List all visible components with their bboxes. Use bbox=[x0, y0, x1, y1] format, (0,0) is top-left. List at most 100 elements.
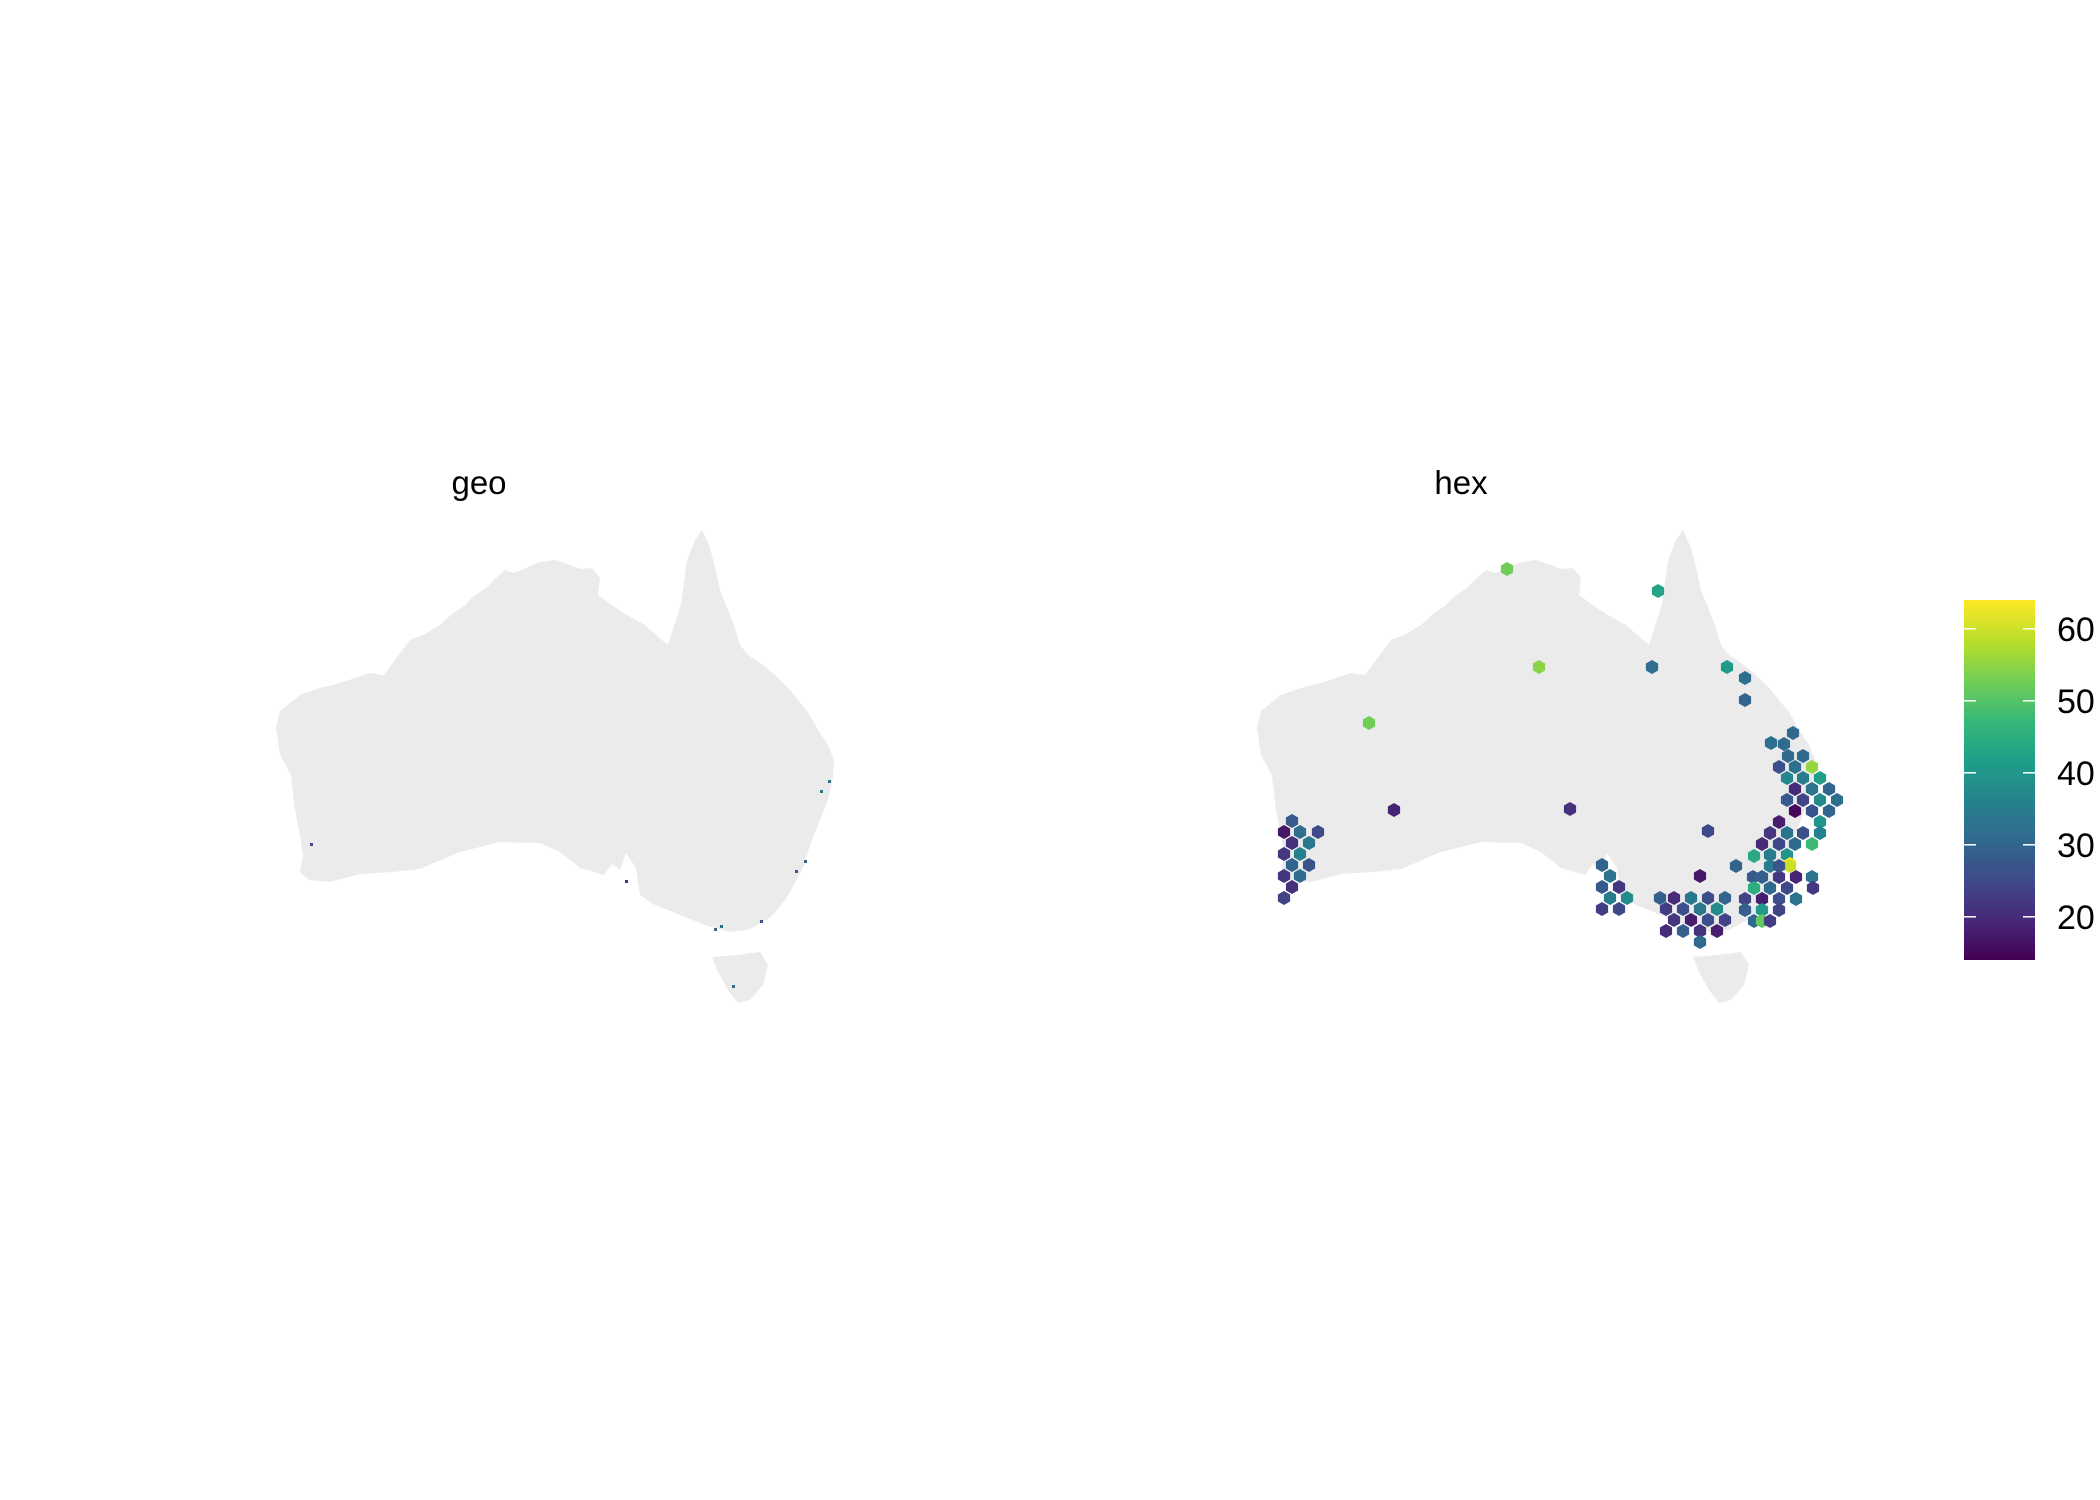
hex-cell bbox=[1620, 891, 1634, 905]
hex-cell bbox=[1780, 826, 1794, 840]
hex-cell bbox=[1653, 891, 1667, 905]
hex-cell bbox=[1805, 760, 1819, 774]
colorbar bbox=[1964, 600, 2035, 960]
colorbar-tick-label: 50 bbox=[2057, 683, 2095, 721]
hex-cell bbox=[1780, 881, 1794, 895]
geo-cell bbox=[732, 985, 735, 988]
hex-cell bbox=[1595, 858, 1609, 872]
hex-panel-title: hex bbox=[1434, 464, 1488, 501]
geo-cell bbox=[804, 860, 807, 863]
hex-cell bbox=[1763, 848, 1777, 862]
hex-cell bbox=[1676, 924, 1690, 938]
hex-cell bbox=[1788, 782, 1802, 796]
hex-cell bbox=[1772, 870, 1786, 884]
hex-cell bbox=[1738, 892, 1752, 906]
hex-cell bbox=[1822, 804, 1836, 818]
hex-cell bbox=[1788, 804, 1802, 818]
hex-cell bbox=[1788, 760, 1802, 774]
hex-cell bbox=[1612, 902, 1626, 916]
hex-cell bbox=[1667, 891, 1681, 905]
hex-cell bbox=[1788, 837, 1802, 851]
australia-landmass bbox=[276, 530, 834, 932]
hex-cell bbox=[1780, 793, 1794, 807]
hex-cell bbox=[1659, 902, 1673, 916]
hex-map bbox=[1257, 530, 1815, 1003]
hex-cell bbox=[1755, 870, 1769, 884]
tasmania-landmass bbox=[712, 952, 768, 1003]
hex-cell bbox=[1755, 837, 1769, 851]
hex-cell bbox=[1738, 671, 1752, 685]
hex-cell bbox=[1813, 815, 1827, 829]
hex-cell bbox=[1302, 836, 1316, 850]
hex-cell bbox=[1755, 892, 1769, 906]
hex-cell bbox=[1805, 870, 1819, 884]
hex-cell bbox=[1805, 804, 1819, 818]
geo-cell bbox=[795, 870, 798, 873]
hex-cell bbox=[1772, 815, 1786, 829]
hex-cell bbox=[1311, 825, 1325, 839]
hex-cell bbox=[1701, 913, 1715, 927]
hex-cell bbox=[1747, 849, 1761, 863]
hex-cell bbox=[1285, 814, 1299, 828]
hex-cell bbox=[1763, 914, 1777, 928]
hex-cell bbox=[1830, 793, 1844, 807]
hex-cell bbox=[1796, 749, 1810, 763]
hex-cell bbox=[1293, 847, 1307, 861]
hex-cell bbox=[1720, 660, 1734, 674]
hex-cell bbox=[1738, 693, 1752, 707]
hex-cell bbox=[1285, 836, 1299, 850]
hex-cell bbox=[1718, 913, 1732, 927]
hex-cell bbox=[1285, 858, 1299, 872]
hex-cell bbox=[1789, 870, 1803, 884]
colorbar-ticks: 20 30 40 50 60 bbox=[1964, 611, 2095, 937]
geo-cell bbox=[625, 880, 628, 883]
hex-cell-group bbox=[1277, 562, 1844, 949]
hex-cell bbox=[1789, 892, 1803, 906]
hex-cell bbox=[1676, 902, 1690, 916]
hex-cell bbox=[1772, 760, 1786, 774]
colorbar-tick-label: 30 bbox=[2057, 827, 2095, 865]
hex-cell bbox=[1772, 903, 1786, 917]
hex-cell bbox=[1813, 793, 1827, 807]
hex-cell bbox=[1362, 716, 1376, 730]
hex-cell bbox=[1755, 903, 1769, 917]
geo-cell bbox=[714, 928, 717, 931]
geo-panel-title: geo bbox=[451, 464, 506, 501]
hex-cell bbox=[1718, 891, 1732, 905]
hex-cell bbox=[1747, 881, 1761, 895]
colorbar-tick-label: 40 bbox=[2057, 755, 2095, 793]
colorbar-legend: 20 30 40 50 60 bbox=[1964, 600, 2095, 960]
geo-cell bbox=[828, 780, 831, 783]
geo-cell bbox=[760, 920, 763, 923]
hex-cell bbox=[1693, 924, 1707, 938]
colorbar-tick-label: 20 bbox=[2057, 899, 2095, 937]
hex-cell bbox=[1651, 584, 1665, 598]
hex-cell bbox=[1772, 837, 1786, 851]
hex-cell bbox=[1786, 726, 1800, 740]
hex-cell bbox=[1285, 880, 1299, 894]
hex-cell bbox=[1563, 802, 1577, 816]
hex-cell bbox=[1781, 749, 1795, 763]
hex-cell bbox=[1813, 771, 1827, 785]
hex-cell bbox=[1822, 782, 1836, 796]
hex-cell bbox=[1780, 771, 1794, 785]
hex-cell bbox=[1603, 891, 1617, 905]
tasmania-landmass bbox=[1693, 952, 1749, 1003]
hex-cell bbox=[1710, 924, 1724, 938]
hex-cell bbox=[1738, 903, 1752, 917]
hex-cell bbox=[1277, 825, 1291, 839]
hex-cell bbox=[1293, 825, 1307, 839]
hex-cell bbox=[1783, 859, 1797, 873]
hex-cell bbox=[1293, 869, 1307, 883]
hex-cell bbox=[1595, 902, 1609, 916]
australia-landmass bbox=[1257, 530, 1815, 932]
hex-cell bbox=[1302, 858, 1316, 872]
hex-cell bbox=[1764, 736, 1778, 750]
hex-cell bbox=[1387, 803, 1401, 817]
hex-cell bbox=[1277, 847, 1291, 861]
hex-cell bbox=[1796, 793, 1810, 807]
hex-cell bbox=[1805, 837, 1819, 851]
geo-cell bbox=[820, 790, 823, 793]
hex-cell bbox=[1684, 913, 1698, 927]
hex-cell bbox=[1532, 660, 1546, 674]
